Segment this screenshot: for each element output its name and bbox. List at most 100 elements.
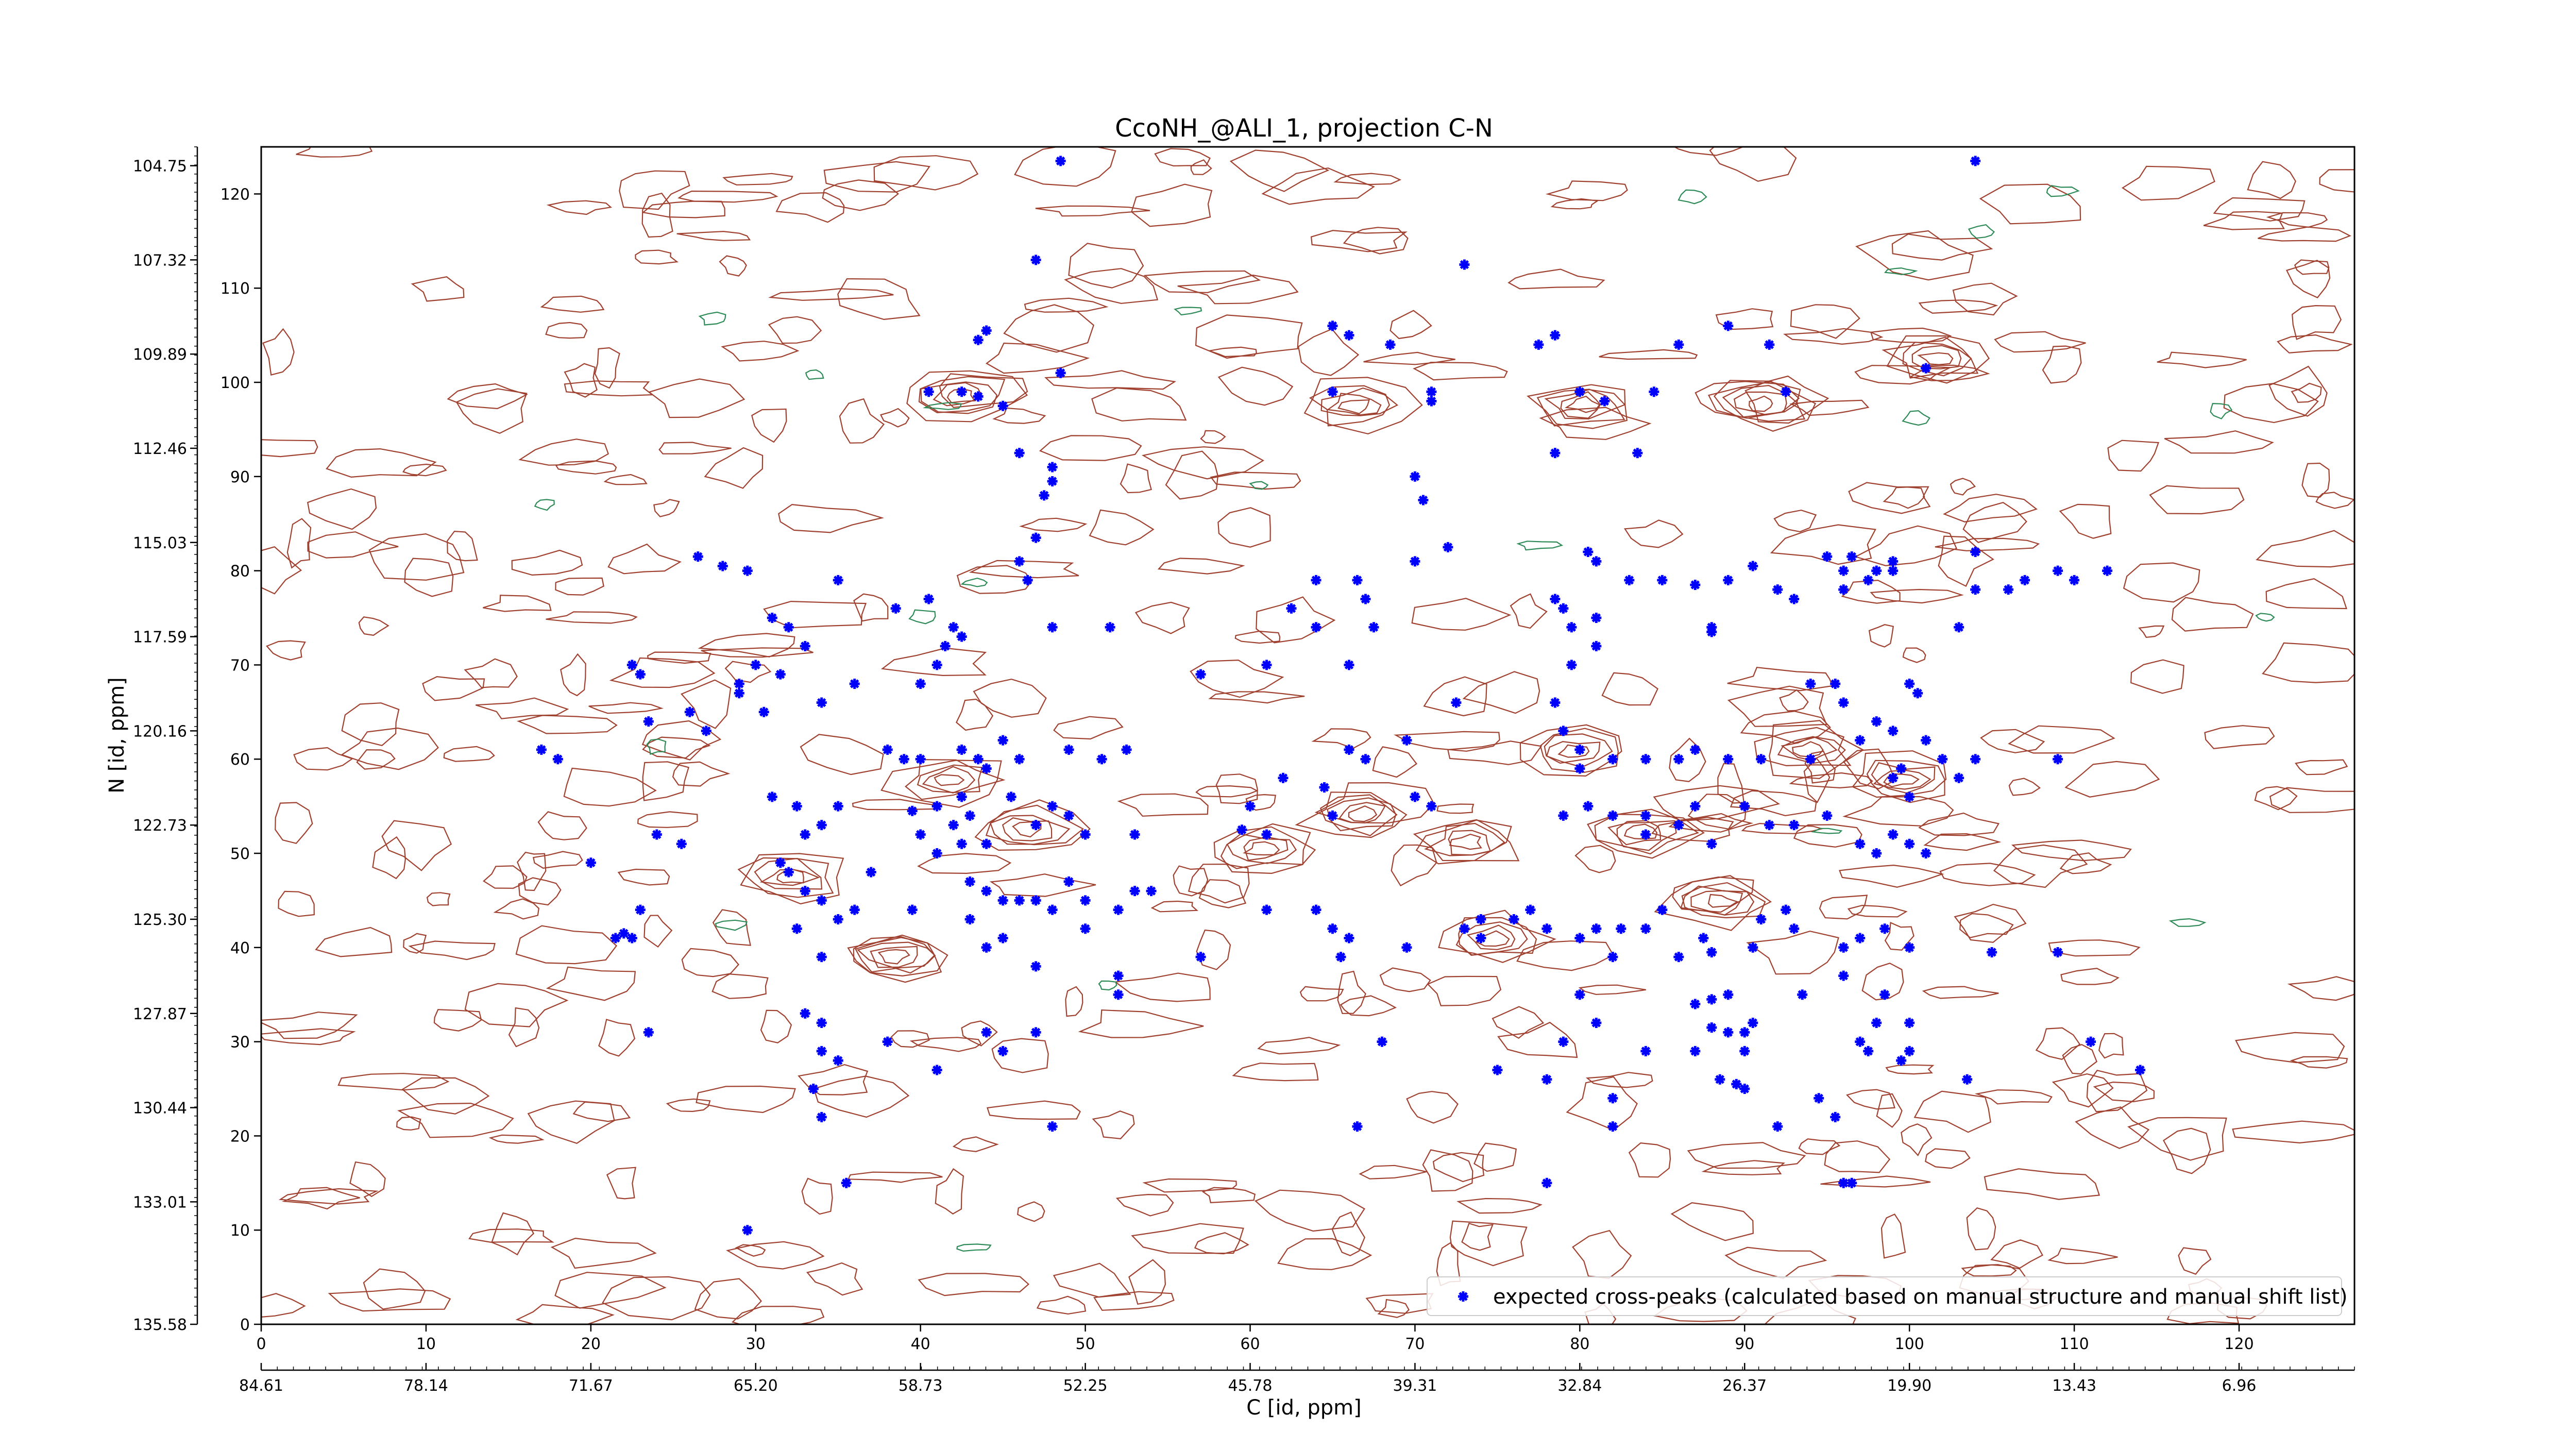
- contour-line: [1673, 147, 1744, 156]
- marker-stroke: [932, 660, 942, 670]
- contour-line: [2266, 212, 2328, 228]
- marker-stroke: [1880, 990, 1889, 999]
- contour-line: [1902, 410, 1930, 426]
- contour-line: [1724, 1246, 1827, 1279]
- contour-line: [1868, 624, 1894, 648]
- contour-line: [1209, 346, 1257, 358]
- contour-line: [2223, 383, 2319, 424]
- contour-line: [726, 1241, 825, 1270]
- cross-peak-point: [1624, 575, 1635, 585]
- marker-stroke: [1097, 754, 1107, 764]
- marker-stroke: [644, 1027, 653, 1037]
- contour-line: [2203, 211, 2285, 230]
- marker-stroke: [1740, 1047, 1750, 1056]
- contour-line: [1952, 282, 2018, 316]
- contour-line: [1539, 407, 1652, 440]
- cross-peak-point: [1030, 820, 1041, 831]
- legend[interactable]: expected cross-peaks (calculated based o…: [1427, 1276, 2348, 1316]
- contour-line: [1536, 389, 1625, 427]
- contour-line: [1993, 844, 2088, 888]
- contour-line: [1546, 740, 1601, 764]
- marker-stroke: [1674, 340, 1684, 349]
- cross-peak-point: [676, 838, 687, 849]
- contour-line: [1448, 830, 1492, 856]
- contour-line: [455, 388, 528, 434]
- contour-line: [1143, 270, 1261, 293]
- marker-stroke: [1509, 915, 1519, 924]
- contour-line: [1413, 819, 1520, 862]
- cross-peak-point: [1756, 914, 1767, 924]
- cross-peak-point: [1797, 989, 1808, 1000]
- contour-line: [1492, 1006, 1545, 1039]
- contour-line: [853, 593, 889, 622]
- contour-line: [2210, 402, 2233, 419]
- cross-peak-point: [1673, 952, 1684, 963]
- marker-stroke: [1608, 754, 1618, 764]
- contour-line: [1447, 740, 1543, 765]
- contour-line: [1157, 558, 1245, 575]
- contour-line: [1820, 1175, 1931, 1188]
- marker-stroke: [735, 679, 744, 688]
- contour-line: [1770, 524, 1876, 565]
- contour-line: [986, 342, 1090, 374]
- cross-peak-point: [964, 876, 975, 887]
- contour-line: [1677, 189, 1707, 205]
- marker-stroke: [1971, 156, 1980, 166]
- marker-stroke: [1014, 557, 1024, 566]
- marker-stroke: [1558, 603, 1568, 613]
- contour-line: [2262, 642, 2354, 683]
- marker-stroke: [1567, 660, 1577, 670]
- contour-line: [2046, 185, 2080, 197]
- contour-line: [1338, 802, 1386, 824]
- contour-line: [1950, 478, 1976, 496]
- marker-stroke: [784, 867, 793, 877]
- marker-stroke: [1344, 330, 1354, 340]
- marker-stroke: [817, 1018, 826, 1027]
- contour-line: [1974, 1089, 2053, 1105]
- x-ppm-tick-label: 45.78: [1228, 1377, 1273, 1395]
- contour-line: [1866, 760, 1945, 803]
- cross-peak-point: [791, 923, 802, 934]
- marker-stroke: [1410, 557, 1420, 566]
- contour-line: [1337, 970, 1366, 1014]
- contour-line: [1297, 328, 1360, 376]
- y-ppm-tick-label: 112.46: [133, 440, 187, 458]
- contour-line: [1195, 314, 1303, 359]
- contour-line: [563, 767, 657, 807]
- marker-stroke: [1765, 340, 1774, 349]
- marker-stroke: [2070, 576, 2079, 585]
- marker-stroke: [1690, 580, 1700, 589]
- contour-line: [1234, 630, 1281, 644]
- contour-line: [588, 702, 664, 714]
- contour-line: [2047, 1248, 2118, 1265]
- contour-line: [1415, 819, 1512, 865]
- contour-line: [1200, 430, 1226, 444]
- marker-stroke: [1352, 576, 1362, 585]
- marker-stroke: [1971, 585, 1980, 594]
- cross-peak-point: [1574, 763, 1585, 774]
- marker-stroke: [1047, 905, 1057, 915]
- marker-stroke: [1080, 896, 1090, 905]
- contour-line: [1257, 1037, 1341, 1055]
- cross-peak-point: [1781, 386, 1791, 397]
- contour-line: [1210, 471, 1301, 490]
- cross-peak-point: [1080, 923, 1091, 934]
- cross-peak-point: [800, 886, 810, 897]
- cross-peak-point: [1344, 330, 1354, 341]
- marker-stroke: [1460, 260, 1469, 269]
- cross-peak-point: [1871, 848, 1882, 858]
- cross-peak-point: [1739, 1027, 1750, 1038]
- contour-line: [1883, 773, 1920, 787]
- marker-stroke: [1542, 1074, 1552, 1084]
- contour-line: [1337, 399, 1370, 414]
- marker-stroke: [1130, 830, 1140, 839]
- cross-peak-point: [1401, 735, 1412, 746]
- contour-line: [2121, 165, 2215, 201]
- cross-peak-point: [1888, 829, 1899, 840]
- contour-line: [1545, 180, 1628, 201]
- contour-line: [2269, 787, 2354, 813]
- cross-peak-point: [1904, 838, 1915, 849]
- cross-peak-point: [1047, 904, 1058, 915]
- x-ppm-tick-label: 39.31: [1393, 1377, 1437, 1395]
- contour-line: [1343, 227, 1409, 255]
